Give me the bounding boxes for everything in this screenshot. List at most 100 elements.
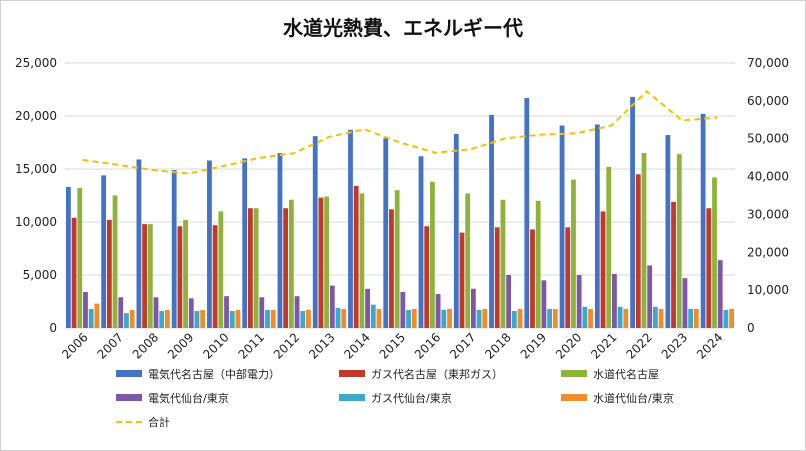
legend-label: 水道代仙台/東京 [593, 391, 674, 405]
bar [288, 199, 294, 328]
y2-tick-label: 50,000 [747, 132, 789, 146]
bar [177, 226, 183, 328]
bar [218, 211, 224, 328]
bar [101, 175, 107, 328]
bar [83, 291, 88, 328]
bar [77, 188, 83, 328]
bar [630, 96, 635, 328]
bar [318, 197, 324, 328]
bar [559, 125, 565, 328]
x-tick-label: 2006 [59, 330, 90, 361]
legend-swatch [339, 370, 365, 377]
bar [606, 166, 612, 328]
bar [265, 309, 270, 328]
y-tick-label: 20,000 [15, 109, 57, 123]
bar [207, 160, 212, 328]
legend-label: ガス代仙台/東京 [371, 391, 452, 405]
bar [465, 193, 471, 328]
bar [335, 307, 341, 328]
legend-label: ガス代名古屋（東邦ガス） [371, 367, 503, 381]
bar [671, 201, 676, 328]
bar [717, 260, 723, 328]
total-line-group [82, 90, 718, 175]
bar [588, 308, 593, 328]
bar [277, 153, 283, 328]
bar [688, 308, 694, 328]
y-tick-label: 25,000 [15, 56, 57, 70]
x-tick-label: 2009 [165, 330, 196, 361]
x-tick-label: 2014 [341, 330, 372, 361]
bar [183, 219, 188, 328]
x-tick-label: 2022 [623, 330, 654, 361]
bar [617, 306, 623, 328]
bar [547, 308, 553, 328]
bar [188, 298, 194, 328]
bar [682, 278, 688, 328]
bar [194, 311, 200, 328]
bar [406, 309, 411, 328]
bar [353, 185, 359, 328]
legend-swatch [561, 370, 587, 377]
x-tick-label: 2023 [659, 330, 690, 361]
x-tick-label: 2021 [588, 330, 619, 361]
chart-title: 水道光熱費、エネルギー代 [283, 16, 523, 40]
bars-group [65, 96, 735, 328]
legend-swatch [116, 394, 142, 401]
x-tick-label: 2015 [377, 330, 408, 361]
x-tick-label: 2007 [95, 330, 126, 361]
bar [494, 227, 500, 328]
bar [576, 275, 582, 328]
bar [729, 308, 735, 328]
bar [383, 138, 389, 328]
bar [517, 308, 523, 328]
y2-tick-label: 0 [747, 321, 755, 335]
x-tick-label: 2020 [553, 330, 584, 361]
bar [623, 308, 629, 328]
bar [171, 170, 177, 328]
bar [600, 211, 606, 328]
bar [424, 226, 430, 328]
bar [259, 297, 265, 328]
bar [511, 311, 517, 328]
total-line [82, 90, 718, 175]
bar [129, 309, 135, 328]
y2-tick-label: 70,000 [747, 56, 789, 70]
bar [306, 309, 311, 328]
bar [359, 193, 365, 328]
bar [582, 306, 588, 328]
x-tick-label: 2019 [518, 330, 549, 361]
y-tick-label: 0 [49, 321, 57, 335]
bar [411, 308, 417, 328]
legend-label: 電気代名古屋（中部電力） [148, 367, 280, 381]
bar [658, 308, 664, 328]
bar [124, 313, 129, 328]
bar [418, 156, 424, 328]
gridlines [65, 62, 735, 329]
bar [453, 134, 459, 328]
bar [594, 124, 600, 328]
bar [300, 311, 306, 328]
bar [482, 308, 488, 328]
bar [612, 273, 617, 328]
bar [541, 280, 547, 328]
bar [106, 219, 112, 328]
x-tick-label: 2013 [306, 330, 337, 361]
x-tick-label: 2017 [447, 330, 478, 361]
bar [647, 265, 653, 328]
bar [329, 285, 335, 328]
bar [112, 195, 118, 328]
bar [400, 291, 406, 328]
bar [142, 224, 148, 328]
bar [153, 297, 159, 328]
bar [212, 225, 218, 328]
bar [506, 275, 512, 328]
bar [571, 179, 576, 328]
bar [470, 288, 476, 328]
y2-tick-label: 60,000 [747, 94, 789, 108]
right-axis-ticks: 0 10,000 20,000 30,000 40,000 50,000 60,000 70,… [747, 56, 789, 335]
bar [118, 297, 124, 328]
y2-tick-label: 10,000 [747, 283, 789, 297]
